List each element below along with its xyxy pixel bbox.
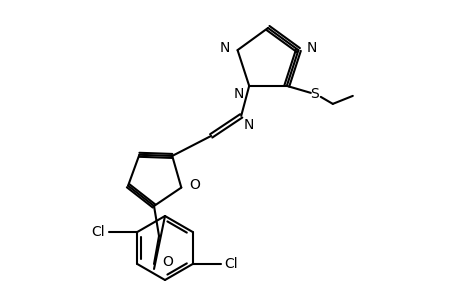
Text: N: N xyxy=(219,41,229,55)
Text: Cl: Cl xyxy=(224,257,238,271)
Text: O: O xyxy=(189,178,200,192)
Text: N: N xyxy=(233,87,244,101)
Text: N: N xyxy=(306,41,316,55)
Text: Cl: Cl xyxy=(91,225,105,239)
Text: S: S xyxy=(310,87,319,101)
Text: N: N xyxy=(243,118,253,132)
Text: O: O xyxy=(162,255,173,269)
